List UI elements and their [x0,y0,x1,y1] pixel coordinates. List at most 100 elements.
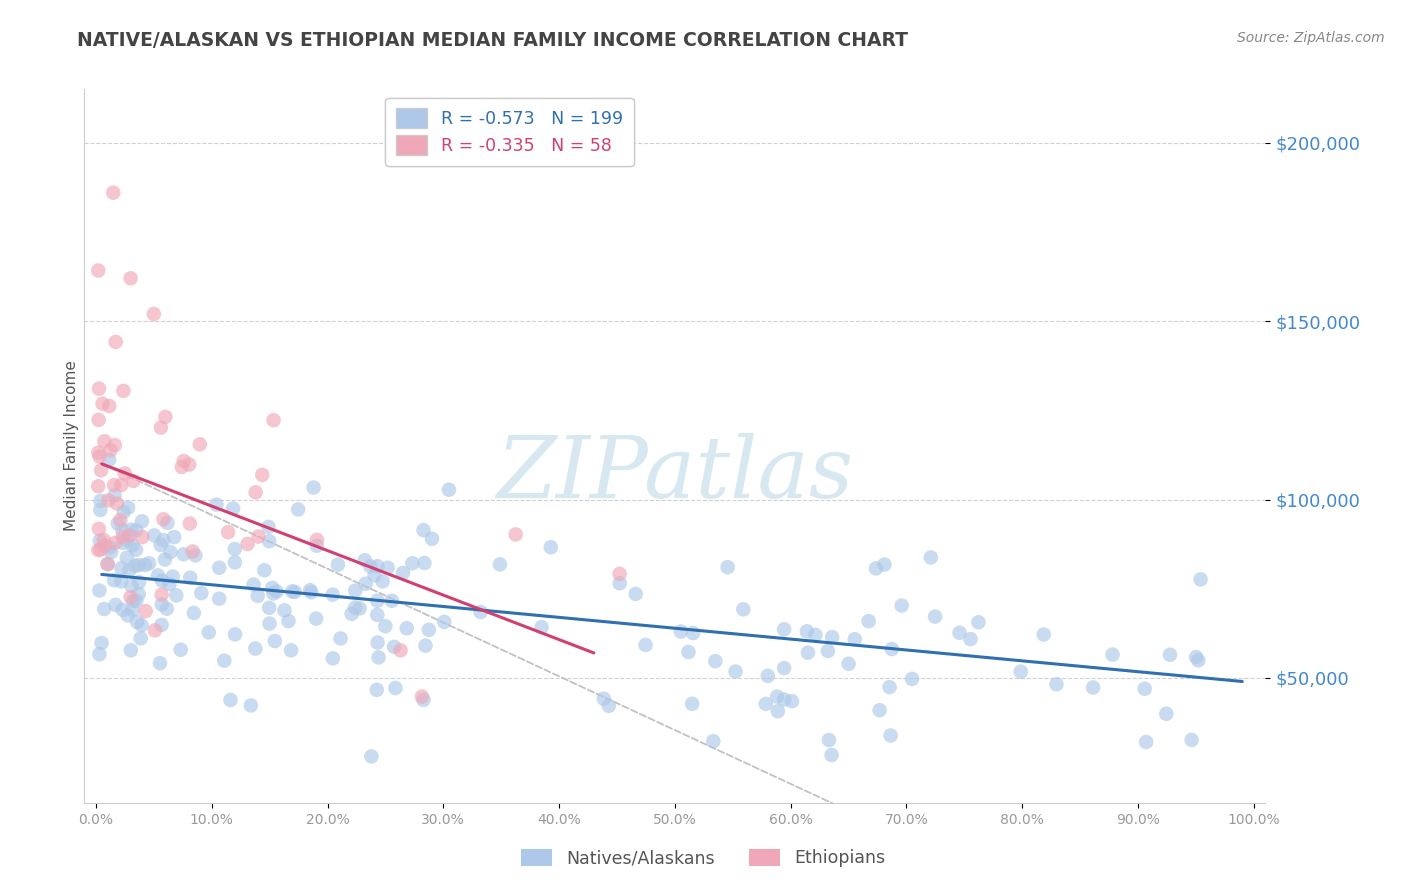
Point [150,574,173,588]
Point [117,500,139,515]
Point [184,549,207,563]
Point [224,627,246,641]
Point [353,553,375,567]
Legend: R = -0.573   N = 199, R = -0.335   N = 58: R = -0.573 N = 199, R = -0.335 N = 58 [385,98,634,166]
Point [1032,627,1054,641]
Point [377,561,399,575]
Point [134,558,156,572]
Point [756,669,779,683]
Point [374,619,396,633]
Point [305,611,328,625]
Point [152,533,174,548]
Point [162,569,184,583]
Point [817,644,839,658]
Point [111,603,134,617]
Point [257,600,280,615]
Point [128,575,150,590]
Text: Source: ZipAtlas.com: Source: ZipAtlas.com [1237,31,1385,45]
Point [624,587,647,601]
Point [135,604,157,618]
Point [879,728,901,742]
Point [94,539,117,553]
Point [437,483,460,497]
Point [179,516,201,531]
Point [420,532,443,546]
Point [766,704,789,718]
Point [359,559,381,574]
Point [105,496,128,510]
Point [197,625,219,640]
Point [93,602,115,616]
Point [131,530,153,544]
Point [224,541,246,556]
Point [217,525,239,540]
Point [844,632,866,647]
Point [96,557,118,571]
Point [121,579,143,593]
Point [222,501,245,516]
Point [262,586,284,600]
Point [118,563,141,577]
Point [97,558,120,572]
Point [89,450,111,464]
Point [920,550,942,565]
Point [236,537,259,551]
Point [224,556,246,570]
Point [131,618,153,632]
Point [821,630,844,644]
Point [967,615,990,630]
Point [173,454,195,468]
Point [780,694,803,708]
Point [104,488,127,502]
Point [104,438,127,452]
Point [122,594,145,608]
Point [433,615,456,629]
Point [682,626,704,640]
Point [219,693,242,707]
Point [115,533,138,548]
Point [634,638,657,652]
Point [360,749,382,764]
Point [411,690,433,704]
Point [382,640,405,654]
Point [149,420,172,434]
Point [149,538,172,552]
Point [143,528,166,542]
Point [717,560,740,574]
Point [150,588,173,602]
Point [280,643,302,657]
Point [818,733,841,747]
Point [156,516,179,530]
Point [128,587,150,601]
Point [87,522,110,536]
Point [366,682,388,697]
Point [159,545,181,559]
Point [98,452,121,467]
Point [263,634,285,648]
Point [120,271,142,285]
Legend: Natives/Alaskans, Ethiopians: Natives/Alaskans, Ethiopians [513,842,893,874]
Point [87,479,110,493]
Point [165,588,187,602]
Point [284,585,307,599]
Point [110,561,132,575]
Point [366,559,388,574]
Point [354,576,377,591]
Point [104,598,127,612]
Point [100,443,122,458]
Point [305,539,328,553]
Point [190,586,212,600]
Point [90,494,112,508]
Text: ZIPatlas: ZIPatlas [496,434,853,516]
Point [131,514,153,528]
Point [110,574,132,589]
Point [389,643,412,657]
Point [363,568,385,582]
Point [112,505,135,519]
Point [879,680,901,694]
Point [326,558,349,572]
Point [89,583,111,598]
Point [121,603,143,617]
Point [208,560,231,574]
Point [371,574,394,589]
